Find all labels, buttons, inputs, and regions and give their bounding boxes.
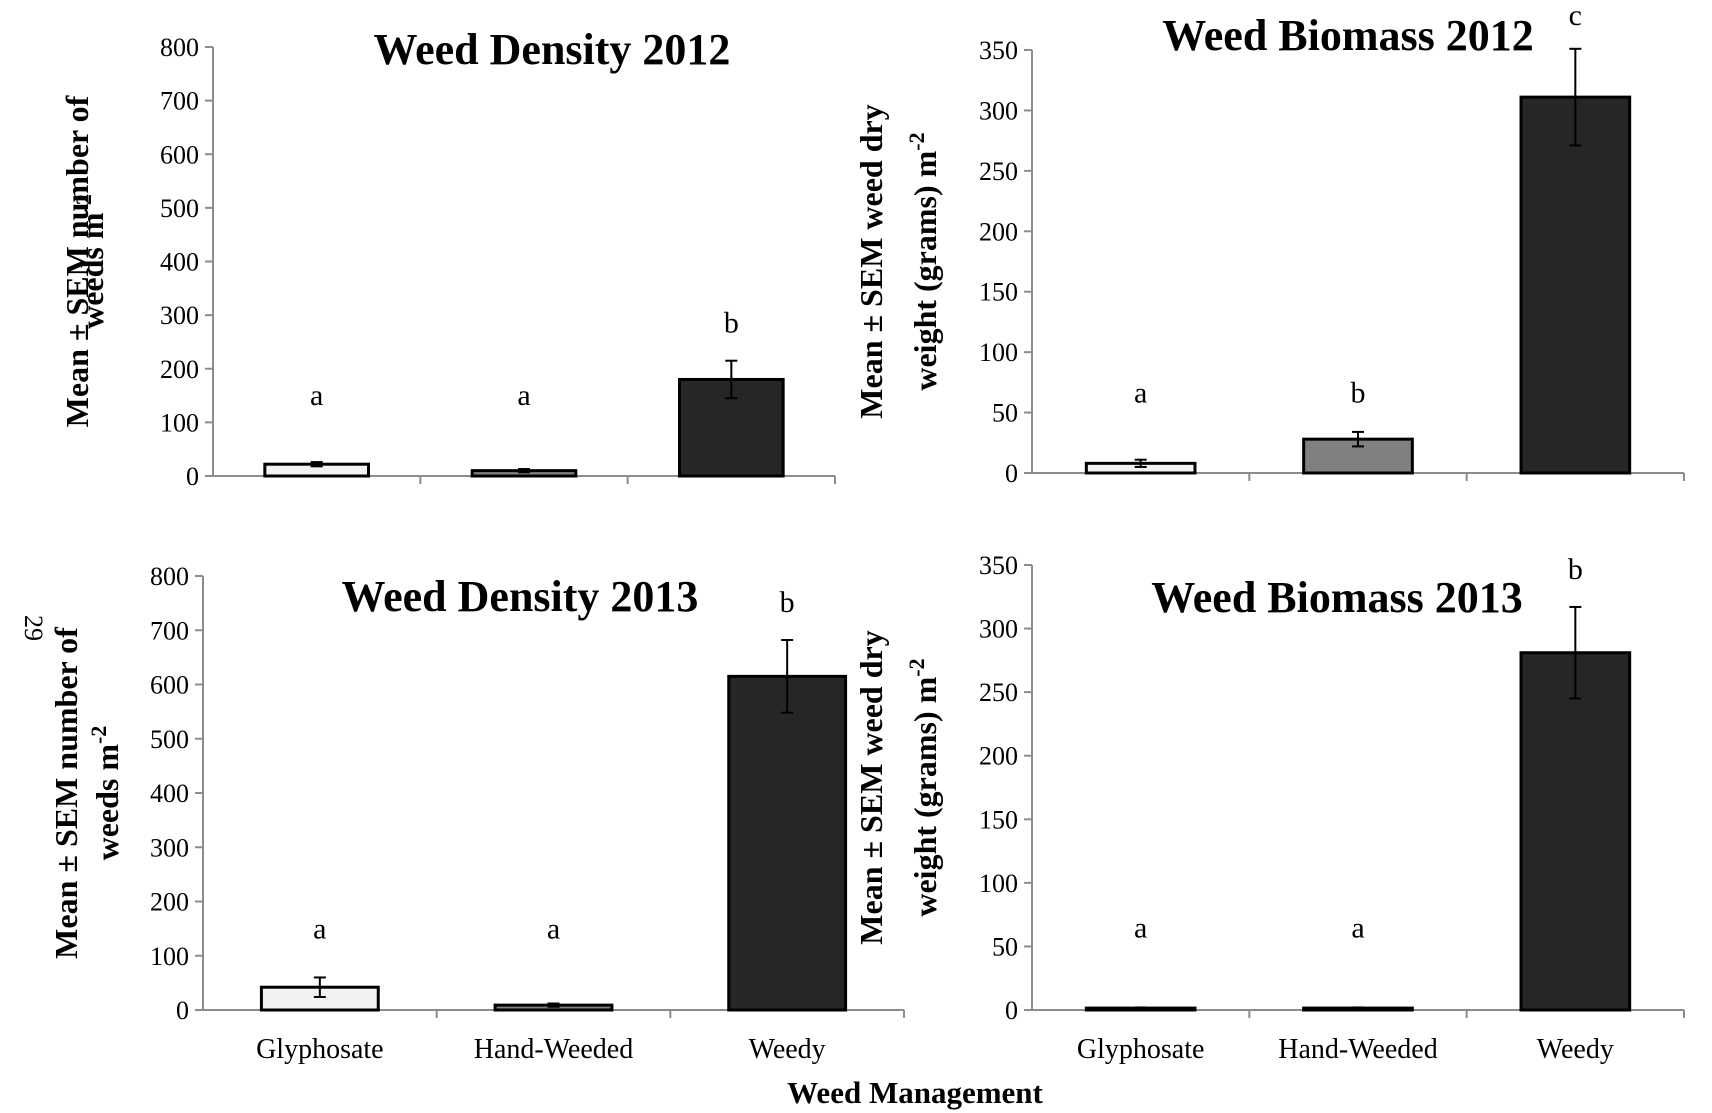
x-category-label-hand-weeded: Hand-Weeded (1278, 1034, 1437, 1065)
y-tick-label: 150 (979, 278, 1018, 307)
x-category-label-glyphosate: Glyphosate (1077, 1034, 1205, 1065)
y-tick-label: 800 (160, 33, 199, 62)
significance-letter-weedy: b (1568, 553, 1583, 586)
chart-density-2012: Weed Density 2012 Mean ± SEM number ofwee… (59, 25, 836, 491)
y-tick-label: 500 (160, 194, 199, 223)
significance-letter-glyphosate: a (310, 379, 323, 412)
chart-title: Weed Density 2012 (374, 25, 731, 74)
y-tick-label: 0 (1005, 459, 1018, 488)
y-axis-label-line-1: Mean ± SEM number of (59, 95, 95, 427)
y-tick-label: 50 (992, 932, 1018, 961)
chart-title: Weed Density 2013 (342, 572, 699, 621)
chart-biomass-2012: Weed Biomass 2012 Mean ± SEM weed dry weig… (853, 0, 1685, 488)
chart-density-2013: Weed Density 2013 Mean ± SEM number of wee… (48, 562, 905, 1065)
y-tick-label: 600 (150, 671, 189, 700)
significance-letter-glyphosate: a (313, 913, 326, 946)
y-tick-label: 50 (992, 399, 1018, 428)
x-category-label-weedy: Weedy (749, 1034, 826, 1065)
y-tick-label: 250 (979, 157, 1018, 186)
y-tick-label: 200 (979, 742, 1018, 771)
bar-weedy (1519, 95, 1632, 475)
y-tick-label: 600 (160, 140, 199, 169)
y-tick-label: 350 (979, 36, 1018, 65)
y-tick-label: 100 (150, 942, 189, 971)
significance-letter-hand-weeded: a (547, 913, 560, 946)
y-axis-label-line-2: weeds m-2 (86, 726, 125, 861)
y-axis-label-superscript: -2 (86, 726, 111, 744)
y-tick-label: 500 (150, 725, 189, 754)
y-tick-label: 700 (150, 616, 189, 645)
y-tick-label: 800 (150, 562, 189, 591)
chart-title: Weed Biomass 2013 (1151, 573, 1523, 622)
y-tick-label: 200 (979, 217, 1018, 246)
y-tick-label: 400 (150, 779, 189, 808)
y-tick-label: 0 (176, 996, 189, 1025)
y-tick-label: 150 (979, 805, 1018, 834)
page-number: 29 (19, 615, 48, 641)
y-axis-label-line-2: weight (grams) m-2 (904, 132, 943, 390)
y-tick-label: 200 (150, 888, 189, 917)
figure-x-axis-label: Weed Management (787, 1075, 1043, 1110)
bar-weedy (1519, 651, 1632, 1012)
y-tick-label: 400 (160, 248, 199, 277)
y-axis-label-line-2: weeds m-2 (71, 194, 110, 329)
y-tick-label: 300 (979, 615, 1018, 644)
y-tick-label: 350 (979, 551, 1018, 580)
x-category-label-hand-weeded: Hand-Weeded (474, 1034, 633, 1065)
y-tick-label: 0 (1005, 996, 1018, 1025)
y-axis-label-superscript: -2 (904, 132, 929, 150)
y-tick-label: 100 (979, 338, 1018, 367)
y-tick-label: 300 (160, 301, 199, 330)
y-axis-label-line-2: weight (grams) m-2 (904, 658, 943, 916)
y-axis-label-line-1: Mean ± SEM number of (48, 627, 84, 959)
y-tick-label: 300 (150, 833, 189, 862)
chart-title: Weed Biomass 2012 (1162, 11, 1534, 60)
y-axis-label-line-1: Mean ± SEM weed dry (853, 104, 889, 418)
y-axis-label-line-1: Mean ± SEM weed dry (853, 630, 889, 944)
significance-letter-glyphosate: a (1134, 377, 1147, 410)
x-category-label-weedy: Weedy (1537, 1034, 1614, 1065)
significance-letter-hand-weeded: a (1351, 912, 1364, 945)
significance-letter-weedy: b (724, 307, 739, 340)
y-tick-label: 700 (160, 87, 199, 116)
y-axis-label-superscript: -2 (904, 658, 929, 676)
significance-letter-glyphosate: a (1134, 912, 1147, 945)
y-tick-label: 100 (160, 408, 199, 437)
y-tick-label: 300 (979, 96, 1018, 125)
significance-letter-hand-weeded: b (1351, 377, 1366, 410)
y-tick-label: 250 (979, 678, 1018, 707)
bar-weedy (727, 674, 848, 1012)
significance-letter-hand-weeded: a (517, 379, 530, 412)
significance-letter-weedy: c (1569, 0, 1582, 32)
y-tick-label: 0 (186, 462, 199, 491)
chart-biomass-2013: Weed Biomass 2013 Mean ± SEM weed dry weig… (853, 551, 1685, 1065)
y-axis-label-superscript: -2 (71, 194, 96, 212)
y-tick-label: 200 (160, 355, 199, 384)
significance-letter-weedy: b (780, 586, 795, 619)
y-tick-label: 100 (979, 869, 1018, 898)
x-category-label-glyphosate: Glyphosate (256, 1034, 384, 1065)
